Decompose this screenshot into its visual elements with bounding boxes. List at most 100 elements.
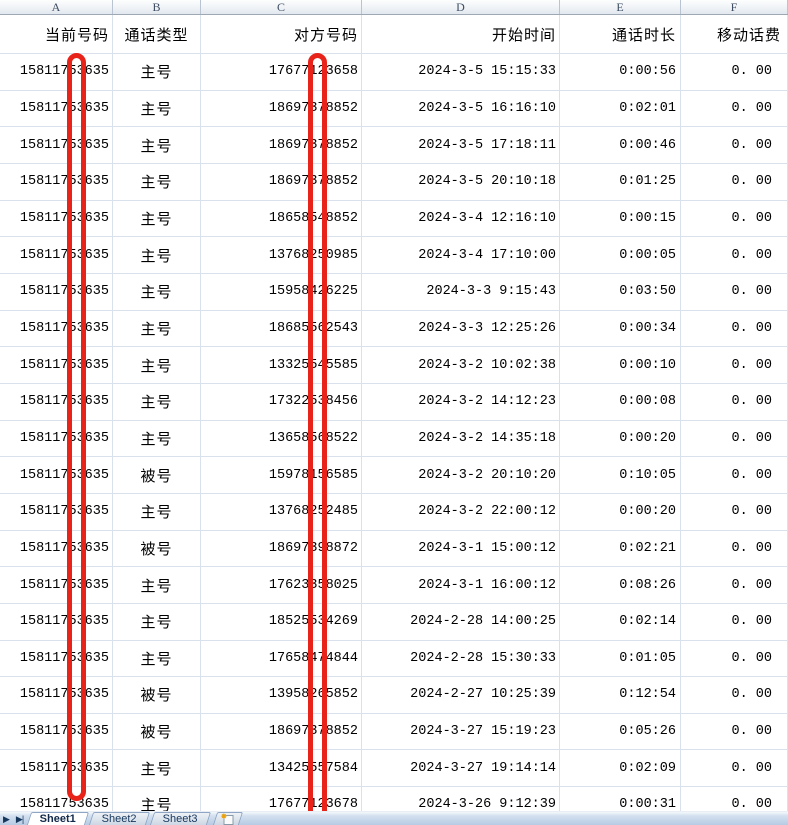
cell-e[interactable]: 0:00:31 [560, 787, 681, 823]
header-cell-C[interactable]: 对方号码 [201, 15, 362, 53]
cell-d[interactable]: 2024-3-26 9:12:39 [362, 787, 560, 823]
column-letter-D[interactable]: D [362, 0, 560, 14]
cell-d[interactable]: 2024-3-27 15:19:23 [362, 713, 560, 750]
cell-b[interactable]: 被号 [113, 457, 201, 493]
cell-c[interactable]: 17677123678 [201, 787, 362, 823]
cell-e[interactable]: 0:12:54 [560, 677, 681, 713]
column-letter-B[interactable]: B [113, 0, 201, 14]
cell-d[interactable]: 2024-3-2 14:35:18 [362, 420, 560, 457]
cell-b[interactable]: 主号 [113, 127, 201, 163]
cell-c[interactable]: 18685562543 [201, 310, 362, 347]
cell-b[interactable]: 主号 [113, 90, 201, 127]
cell-f[interactable]: 0. 00 [681, 713, 788, 750]
cell-e[interactable]: 0:02:01 [560, 90, 681, 127]
cell-e[interactable]: 0:02:21 [560, 530, 681, 567]
cell-a[interactable]: 15811753635 [0, 603, 113, 640]
cell-c[interactable]: 18697378852 [201, 163, 362, 200]
cell-e[interactable]: 0:00:46 [560, 127, 681, 163]
cell-b[interactable]: 主号 [113, 640, 201, 677]
cell-d[interactable]: 2024-3-4 17:10:00 [362, 237, 560, 273]
cell-f[interactable]: 0. 00 [681, 603, 788, 640]
cell-d[interactable]: 2024-3-5 20:10:18 [362, 163, 560, 200]
cell-d[interactable]: 2024-3-5 17:18:11 [362, 127, 560, 163]
cell-c[interactable]: 13958265852 [201, 677, 362, 713]
tab-scroll-next-icon[interactable]: ▶ [3, 813, 10, 824]
cell-a[interactable]: 15811753635 [0, 787, 113, 823]
cell-e[interactable]: 0:00:05 [560, 237, 681, 273]
cell-d[interactable]: 2024-3-3 9:15:43 [362, 273, 560, 310]
cell-f[interactable]: 0. 00 [681, 273, 788, 310]
cell-c[interactable]: 13325545585 [201, 347, 362, 383]
cell-e[interactable]: 0:00:20 [560, 420, 681, 457]
cell-a[interactable]: 15811753635 [0, 163, 113, 200]
cell-b[interactable]: 主号 [113, 383, 201, 420]
cell-f[interactable]: 0. 00 [681, 127, 788, 163]
cell-e[interactable]: 0:00:56 [560, 54, 681, 90]
cell-f[interactable]: 0. 00 [681, 677, 788, 713]
cell-b[interactable]: 主号 [113, 493, 201, 530]
column-letter-E[interactable]: E [560, 0, 681, 14]
cell-f[interactable]: 0. 00 [681, 457, 788, 493]
cell-b[interactable]: 主号 [113, 750, 201, 787]
cell-b[interactable]: 主号 [113, 273, 201, 310]
cell-b[interactable]: 主号 [113, 567, 201, 603]
cell-f[interactable]: 0. 00 [681, 310, 788, 347]
cell-f[interactable]: 0. 00 [681, 750, 788, 787]
cell-e[interactable]: 0:02:14 [560, 603, 681, 640]
cell-e[interactable]: 0:01:05 [560, 640, 681, 677]
cell-c[interactable]: 13768252485 [201, 493, 362, 530]
cell-f[interactable]: 0. 00 [681, 493, 788, 530]
cell-c[interactable]: 13658568522 [201, 420, 362, 457]
cell-d[interactable]: 2024-3-2 14:12:23 [362, 383, 560, 420]
cell-c[interactable]: 18697398872 [201, 530, 362, 567]
cell-b[interactable]: 主号 [113, 54, 201, 90]
cell-a[interactable]: 15811753635 [0, 237, 113, 273]
cell-c[interactable]: 17677123658 [201, 54, 362, 90]
cell-c[interactable]: 13768250985 [201, 237, 362, 273]
cell-c[interactable]: 13425557584 [201, 750, 362, 787]
cell-f[interactable]: 0. 00 [681, 383, 788, 420]
cell-a[interactable]: 15811753635 [0, 273, 113, 310]
cell-e[interactable]: 0:02:09 [560, 750, 681, 787]
cell-e[interactable]: 0:00:34 [560, 310, 681, 347]
cell-e[interactable]: 0:05:26 [560, 713, 681, 750]
cell-d[interactable]: 2024-3-1 15:00:12 [362, 530, 560, 567]
column-letter-C[interactable]: C [201, 0, 362, 14]
cell-b[interactable]: 主号 [113, 310, 201, 347]
cell-e[interactable]: 0:00:10 [560, 347, 681, 383]
cell-a[interactable]: 15811753635 [0, 310, 113, 347]
cell-b[interactable]: 被号 [113, 530, 201, 567]
cell-f[interactable]: 0. 00 [681, 567, 788, 603]
cell-b[interactable]: 主号 [113, 200, 201, 237]
cell-c[interactable]: 18697378852 [201, 90, 362, 127]
cell-e[interactable]: 0:00:08 [560, 383, 681, 420]
cell-f[interactable]: 0. 00 [681, 347, 788, 383]
cell-b[interactable]: 主号 [113, 347, 201, 383]
cell-e[interactable]: 0:03:50 [560, 273, 681, 310]
cell-c[interactable]: 17623358025 [201, 567, 362, 603]
cell-d[interactable]: 2024-2-27 10:25:39 [362, 677, 560, 713]
cell-e[interactable]: 0:08:26 [560, 567, 681, 603]
cell-e[interactable]: 0:00:15 [560, 200, 681, 237]
cell-f[interactable]: 0. 00 [681, 640, 788, 677]
cell-f[interactable]: 0. 00 [681, 90, 788, 127]
header-cell-B[interactable]: 通话类型 [113, 15, 201, 53]
cell-d[interactable]: 2024-2-28 15:30:33 [362, 640, 560, 677]
header-cell-A[interactable]: 当前号码 [0, 15, 113, 53]
header-cell-D[interactable]: 开始时间 [362, 15, 560, 53]
cell-a[interactable]: 15811753635 [0, 383, 113, 420]
cell-f[interactable]: 0. 00 [681, 530, 788, 567]
cell-e[interactable]: 0:01:25 [560, 163, 681, 200]
cell-d[interactable]: 2024-3-2 22:00:12 [362, 493, 560, 530]
cell-a[interactable]: 15811753635 [0, 530, 113, 567]
column-letter-F[interactable]: F [681, 0, 788, 14]
column-letter-A[interactable]: A [0, 0, 113, 14]
cell-d[interactable]: 2024-3-5 15:15:33 [362, 54, 560, 90]
cell-c[interactable]: 17322538456 [201, 383, 362, 420]
header-cell-E[interactable]: 通话时长 [560, 15, 681, 53]
cell-d[interactable]: 2024-3-1 16:00:12 [362, 567, 560, 603]
cell-d[interactable]: 2024-3-5 16:16:10 [362, 90, 560, 127]
cell-a[interactable]: 15811753635 [0, 493, 113, 530]
cell-d[interactable]: 2024-3-27 19:14:14 [362, 750, 560, 787]
cell-d[interactable]: 2024-2-28 14:00:25 [362, 603, 560, 640]
